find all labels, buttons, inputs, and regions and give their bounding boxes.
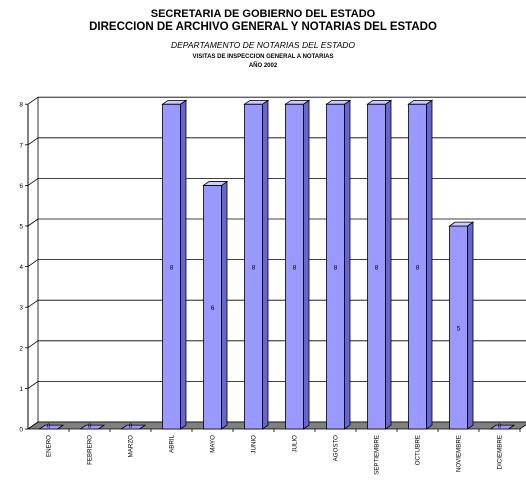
- bar-top: [161, 99, 188, 105]
- bar-side: [262, 99, 269, 430]
- side-gridline: [27, 340, 39, 349]
- x-category-label: NOVIEMBRE: [456, 435, 463, 472]
- side-gridline: [27, 259, 39, 267]
- bar-side: [385, 99, 392, 430]
- bar-data-label: 0: [129, 423, 133, 430]
- chart-subtitle-2: VISITAS DE INSPECCION GENERAL A NOTARIAS: [192, 54, 334, 60]
- bar-top: [284, 99, 311, 105]
- bar-data-label: 8: [416, 265, 420, 272]
- bar-data-label: 8: [375, 265, 379, 272]
- side-gridline: [27, 178, 39, 186]
- chart-title-line-1: SECRETARIA DE GOBIERNO DEL ESTADO: [150, 8, 376, 20]
- bar-top: [79, 424, 106, 430]
- y-tick-label: 7: [19, 142, 23, 149]
- chart-subtitle: DEPARTAMENTO DE NOTARIAS DEL ESTADO: [170, 40, 356, 50]
- bar-side: [303, 99, 310, 430]
- bar-top: [448, 221, 475, 227]
- y-tick-label: 6: [19, 183, 23, 190]
- y-tick-label: 1: [19, 386, 23, 393]
- x-category-label: ENERO: [46, 435, 53, 457]
- bar-top: [489, 424, 516, 430]
- bar-top: [202, 181, 229, 186]
- x-category-label: MARZO: [128, 435, 135, 458]
- bar-data-label: 0: [498, 423, 502, 430]
- bar-side: [180, 99, 187, 430]
- bar-data-label: 0: [47, 423, 51, 430]
- side-gridline: [27, 381, 39, 389]
- y-tick-label: 8: [19, 102, 23, 109]
- bar-data-label: 0: [88, 423, 92, 430]
- x-category-label: FEBRERO: [87, 435, 94, 465]
- x-category-label: JUNIO: [251, 435, 258, 454]
- bar-side: [467, 221, 474, 430]
- bar-data-label: 8: [170, 265, 174, 272]
- x-category-label: SEPTIEMBRE: [374, 435, 381, 475]
- x-category-label: JULIO: [292, 435, 299, 453]
- bar-data-label: 6: [211, 305, 215, 312]
- bar-top: [366, 99, 393, 105]
- bar-side: [426, 99, 433, 430]
- side-gridline: [27, 218, 39, 227]
- y-tick-label: 0: [19, 427, 23, 434]
- bar-data-label: 5: [457, 326, 461, 333]
- side-gridline: [27, 299, 39, 308]
- side-gridline: [27, 96, 39, 105]
- bar-top: [325, 99, 352, 105]
- x-category-label: DICIEMBRE: [497, 435, 504, 469]
- bar-top: [120, 424, 147, 430]
- y-tick-label: 3: [19, 305, 23, 312]
- side-gridline: [27, 137, 39, 146]
- chart-year: AÑO 2002: [248, 63, 278, 69]
- bar-side: [344, 99, 351, 430]
- bar-data-label: 8: [293, 265, 297, 272]
- x-category-label: AGOSTO: [333, 435, 340, 462]
- bar-data-label: 8: [252, 265, 256, 272]
- chart-title-line-2: DIRECCION DE ARCHIVO GENERAL Y NOTARIAS …: [89, 21, 437, 33]
- bar-top: [38, 424, 65, 430]
- bar-data-label: 8: [334, 265, 338, 272]
- y-tick-label: 5: [19, 224, 23, 231]
- bar-top: [407, 99, 434, 105]
- x-category-label: MAYO: [210, 435, 217, 453]
- x-category-label: OCTUBRE: [415, 435, 422, 465]
- y-tick-label: 2: [19, 345, 23, 352]
- bar-top: [243, 99, 270, 105]
- x-category-label: ABRIL: [169, 434, 176, 452]
- y-tick-label: 4: [19, 264, 23, 271]
- bar-side: [221, 180, 228, 430]
